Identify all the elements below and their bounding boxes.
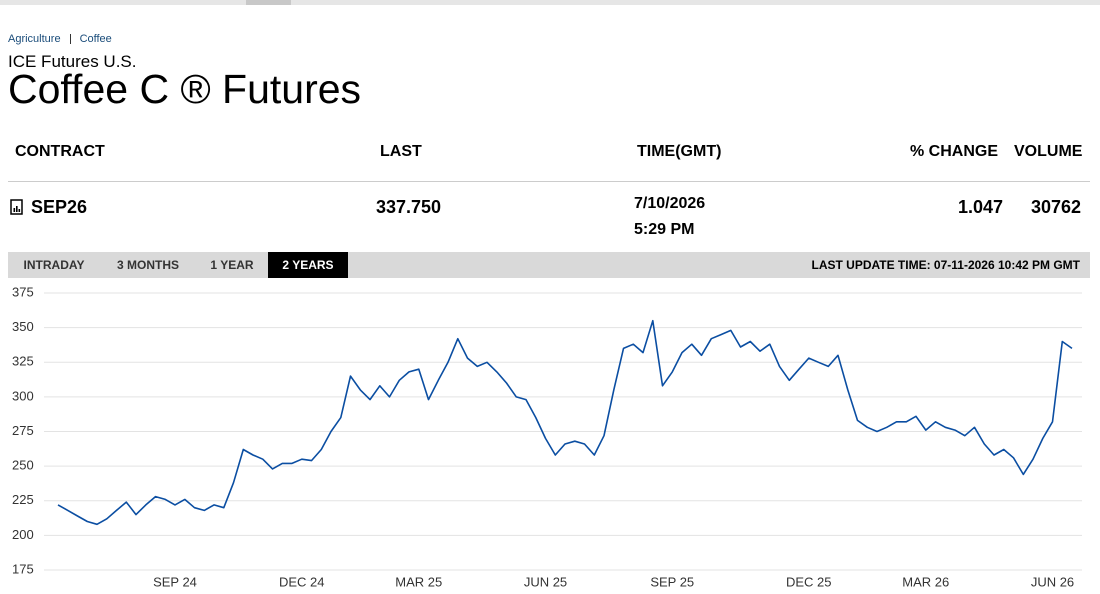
x-tick-label: SEP 25 <box>650 574 694 589</box>
y-tick-label: 375 <box>12 284 34 299</box>
y-tick-label: 175 <box>12 561 34 576</box>
y-tick-label: 300 <box>12 388 34 403</box>
subtitle: ICE Futures U.S. <box>8 52 137 71</box>
tab[interactable]: 1 YEAR <box>210 258 254 272</box>
column-header: LAST <box>380 143 422 160</box>
x-tick-label: DEC 24 <box>279 574 325 589</box>
trade-time: 5:29 PM <box>634 221 695 238</box>
column-header: % CHANGE <box>910 143 999 160</box>
icon-bar <box>18 209 21 212</box>
trade-date: 7/10/2026 <box>634 195 706 212</box>
chart: 175 200 225 250 275 300 325 350 375 SEP 24 DEC 24 M… <box>12 284 1082 589</box>
tab[interactable]: 3 MONTHS <box>116 258 179 272</box>
top-bar <box>0 0 1100 5</box>
x-tick-label: MAR 25 <box>395 574 442 589</box>
column-header: TIME(GMT) <box>637 143 722 160</box>
top-bar-tab <box>246 0 291 5</box>
x-tick-label: DEC 25 <box>786 574 832 589</box>
breadcrumb-link[interactable]: Agriculture <box>8 33 61 45</box>
contract: SEP26 <box>31 197 88 217</box>
separator <box>69 34 71 44</box>
tab-bar: INTRADAY 3 MONTHS 1 YEAR 2 YEARS LAST UP… <box>8 252 1090 278</box>
x-tick-label: JUN 25 <box>524 574 567 589</box>
title: Coffee C ® Futures <box>8 66 362 112</box>
icon-bar <box>16 206 18 212</box>
tab[interactable]: INTRADAY <box>23 258 85 272</box>
y-tick-label: 225 <box>12 492 34 507</box>
column-header: CONTRACT <box>15 143 105 160</box>
last-price: 337.750 <box>376 197 442 217</box>
y-tick-label: 325 <box>12 354 34 369</box>
y-tick-label: 200 <box>12 527 34 542</box>
y-tick-label: 275 <box>12 423 34 438</box>
last-update: LAST UPDATE TIME: 07-11-2026 10:42 PM GM… <box>811 258 1080 272</box>
icon-frame <box>10 199 23 215</box>
column-header: VOLUME <box>1014 143 1083 160</box>
x-tick-label: MAR 26 <box>902 574 949 589</box>
y-tick-label: 350 <box>12 319 34 334</box>
x-tick-label: SEP 24 <box>153 574 197 589</box>
volume: 30762 <box>1031 197 1082 217</box>
icon-bar <box>13 208 16 212</box>
chart-icon[interactable] <box>10 199 24 215</box>
price-line <box>57 319 1073 526</box>
y-tick-label: 250 <box>12 458 34 473</box>
breadcrumb: Agriculture Coffee <box>8 33 112 45</box>
breadcrumb-link[interactable]: Coffee <box>79 33 112 45</box>
percent-change: 1.047 <box>958 197 1004 217</box>
x-tick-label: JUN 26 <box>1031 574 1074 589</box>
divider <box>8 181 1090 182</box>
tab-active[interactable]: 2 YEARS <box>268 252 348 278</box>
